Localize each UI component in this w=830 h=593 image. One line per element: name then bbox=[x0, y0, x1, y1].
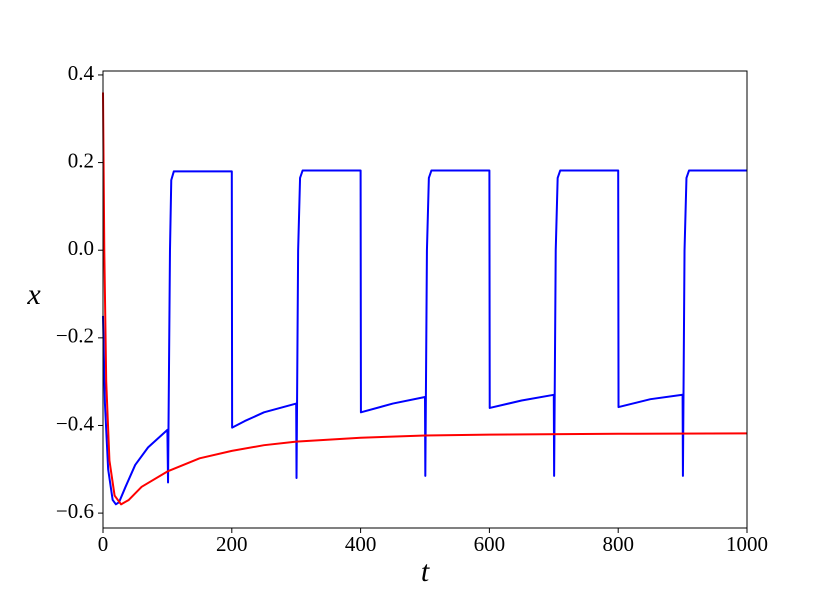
x-tick-label: 200 bbox=[216, 532, 248, 556]
line-series bbox=[102, 92, 748, 506]
x-tick-label: 600 bbox=[474, 532, 506, 556]
x-tick-label: 1000 bbox=[726, 532, 768, 556]
y-axis-label: x bbox=[26, 278, 41, 311]
x-axis-label: t bbox=[421, 555, 430, 588]
x-tick-label: 800 bbox=[602, 532, 634, 556]
line-series bbox=[102, 169, 747, 506]
y-tick-label: −0.4 bbox=[56, 411, 95, 435]
y-tick-label: 0.2 bbox=[68, 148, 94, 172]
y-tick-label: −0.2 bbox=[56, 324, 94, 348]
x-tick-label: 0 bbox=[98, 532, 109, 556]
y-tick-label: 0.0 bbox=[68, 236, 94, 260]
y-tick-label: 0.4 bbox=[68, 61, 95, 85]
y-tick-label: −0.6 bbox=[56, 499, 94, 523]
x-tick-label: 400 bbox=[345, 532, 377, 556]
plot-frame bbox=[102, 70, 748, 529]
